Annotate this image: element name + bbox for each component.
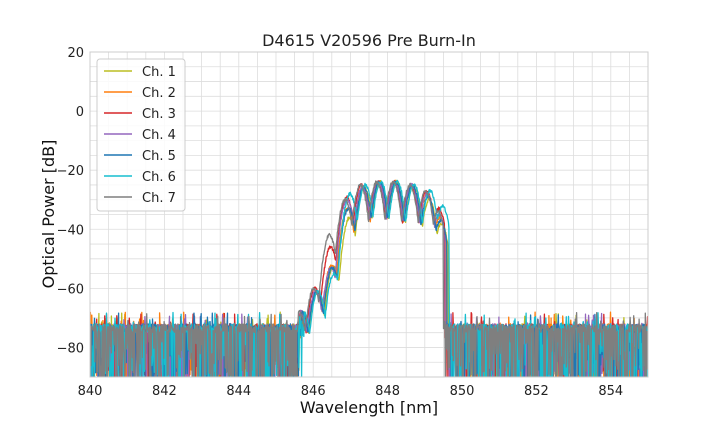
x-tick-label: 852 [524,384,549,399]
x-tick-label: 842 [152,384,177,399]
legend-label-ch-7: Ch. 7 [142,191,176,206]
legend-label-ch-6: Ch. 6 [142,170,176,185]
x-tick-label: 846 [301,384,326,399]
y-axis-title: Optical Power [dB] [39,140,58,289]
legend: Ch. 1 Ch. 2 Ch. 3 Ch. 4 Ch. 5 Ch. 6 Ch. 7 [96,58,186,212]
y-tick-label: −40 [57,223,84,238]
series-lines [90,179,648,377]
y-tick-label: 0 [76,105,84,120]
x-tick-label: 850 [450,384,475,399]
y-tick-label: −80 [57,341,84,356]
y-tick-labels: 20 0 −20 −40 −60 −80 [57,46,84,356]
x-tick-label: 840 [78,384,103,399]
x-tick-label: 848 [375,384,400,399]
series-line-ch-7 [90,180,648,377]
x-tick-labels: 840 842 844 846 848 850 852 854 [78,384,624,399]
x-tick-label: 854 [598,384,623,399]
legend-label-ch-2: Ch. 2 [142,86,176,101]
y-tick-label: −60 [57,282,84,297]
y-tick-label: 20 [67,46,84,61]
legend-label-ch-1: Ch. 1 [142,65,176,80]
legend-label-ch-3: Ch. 3 [142,107,176,122]
y-tick-label: −20 [57,164,84,179]
legend-box [96,58,186,212]
legend-label-ch-5: Ch. 5 [142,149,176,164]
plot-frame [89,51,649,378]
x-tick-label: 844 [226,384,251,399]
x-axis-title: Wavelength [nm] [300,398,438,417]
chart-title: D4615 V20596 Pre Burn-In [262,31,476,50]
legend-label-ch-4: Ch. 4 [142,128,176,143]
